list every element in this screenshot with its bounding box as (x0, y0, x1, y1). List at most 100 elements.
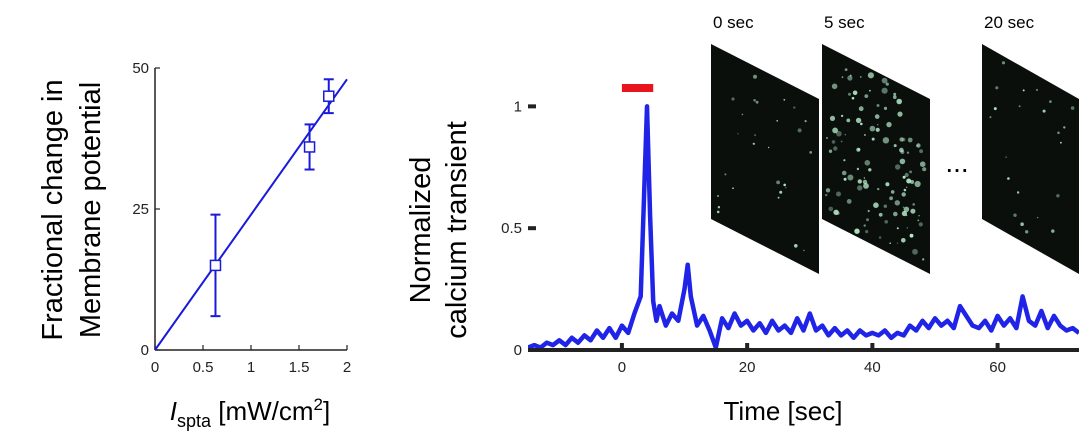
calcium-spot (1036, 216, 1039, 219)
calcium-spot (860, 122, 863, 126)
calcium-spot (1005, 156, 1007, 158)
calcium-spot (855, 117, 862, 124)
calcium-spot (776, 180, 780, 185)
calcium-spot (877, 124, 879, 126)
calcium-image-frame (822, 44, 930, 274)
calcium-spot (863, 177, 866, 179)
chart-a-xtick-label: 1.5 (289, 359, 310, 376)
calcium-spot (881, 77, 888, 84)
chart-b-series-line (528, 104, 1079, 350)
calcium-spot (794, 244, 798, 248)
calcium-spot (803, 249, 805, 252)
calcium-spot (833, 209, 839, 215)
calcium-spot (910, 208, 916, 214)
calcium-spot (1070, 106, 1075, 110)
calcium-spot (885, 182, 890, 187)
calcium-spot (840, 114, 844, 118)
calcium-spot (843, 177, 847, 181)
calcium-spot (857, 148, 861, 151)
calcium-spot (732, 187, 734, 189)
calcium-spot (862, 179, 868, 185)
calcium-spot (883, 106, 888, 110)
chart-b-ytick-label: 0 (514, 342, 522, 359)
calcium-spot (863, 224, 866, 227)
calcium-spot (995, 86, 999, 90)
calcium-spot (865, 230, 869, 234)
calcium-spot (828, 149, 833, 153)
calcium-spot (990, 116, 992, 118)
calcium-spot (857, 179, 862, 184)
calcium-spot (874, 114, 880, 119)
calcium-spot (899, 147, 904, 153)
calcium-spot (826, 137, 828, 139)
frame-time-label: 0 sec (713, 13, 754, 32)
calcium-spot (809, 151, 813, 154)
calcium-spot (825, 188, 831, 193)
calcium-spot (894, 200, 900, 206)
chart-a-ylabel-line1: Fractional change in (37, 79, 69, 340)
calcium-spot (873, 202, 879, 208)
calcium-spot (912, 248, 918, 255)
calcium-spot (716, 210, 720, 214)
calcium-spot (829, 115, 836, 121)
membrane-potential-chart: Fractional change in Membrane potential … (37, 60, 351, 431)
calcium-spot (752, 142, 755, 145)
calcium-spot (785, 187, 787, 189)
calcium-spot (737, 133, 739, 135)
calcium-spot (833, 146, 838, 151)
calcium-spot (1013, 213, 1017, 217)
calcium-spot (856, 167, 860, 171)
calcium-spot (919, 161, 926, 167)
calcium-spot (901, 210, 908, 217)
calcium-spot (724, 173, 727, 176)
calcium-spot (854, 228, 860, 234)
calcium-spot (876, 104, 880, 107)
calcium-spot (897, 111, 903, 117)
calcium-spot (883, 204, 887, 208)
chart-a-ylabel-line2: Membrane potential (75, 82, 107, 338)
calcium-spot (797, 128, 802, 133)
calcium-spot (884, 220, 888, 224)
chart-a-data-point (323, 90, 335, 102)
calcium-spot (902, 175, 906, 179)
calcium-spot (889, 242, 891, 244)
chart-a-xlabel-units-sup: 2 (314, 395, 323, 414)
calcium-spot (868, 168, 872, 172)
calcium-spot (828, 206, 834, 212)
calcium-spot (1060, 141, 1062, 144)
calcium-spot (832, 127, 838, 134)
chart-a-fit-line (154, 78, 348, 351)
calcium-spot (906, 178, 912, 184)
calcium-spot (1020, 222, 1024, 226)
calcium-spot (909, 170, 912, 174)
chart-a-ytick-label: 50 (132, 60, 149, 77)
chart-b-xtick-label: 40 (864, 359, 881, 376)
calcium-spot (901, 238, 906, 243)
calcium-spot (1042, 109, 1046, 113)
calcium-spot (741, 113, 744, 116)
calcium-spot (831, 140, 836, 144)
calcium-spot (893, 92, 897, 96)
calcium-spot (906, 151, 910, 154)
calcium-spot (893, 211, 898, 217)
calcium-spot (867, 72, 875, 79)
chart-b-xtick-label: 60 (989, 359, 1006, 376)
calcium-spot (878, 212, 883, 217)
calcium-spot (844, 134, 846, 136)
calcium-spot (768, 146, 770, 149)
frame-time-label: 5 sec (824, 13, 865, 32)
calcium-spot (846, 118, 851, 123)
calcium-image-frame (982, 44, 1079, 274)
calcium-spot (1025, 230, 1029, 234)
calcium-spot (1036, 89, 1038, 91)
calcium-spot (906, 186, 908, 188)
chart-a-xtick-label: 0 (151, 359, 159, 376)
calcium-spot (869, 89, 871, 92)
calcium-spot (843, 159, 846, 162)
calcium-spot (910, 180, 915, 184)
calcium-spot (893, 144, 897, 148)
calcium-spot (836, 191, 841, 197)
calcium-spot (912, 203, 915, 206)
chart-b-ylabel-line2: calcium transient (441, 121, 473, 339)
